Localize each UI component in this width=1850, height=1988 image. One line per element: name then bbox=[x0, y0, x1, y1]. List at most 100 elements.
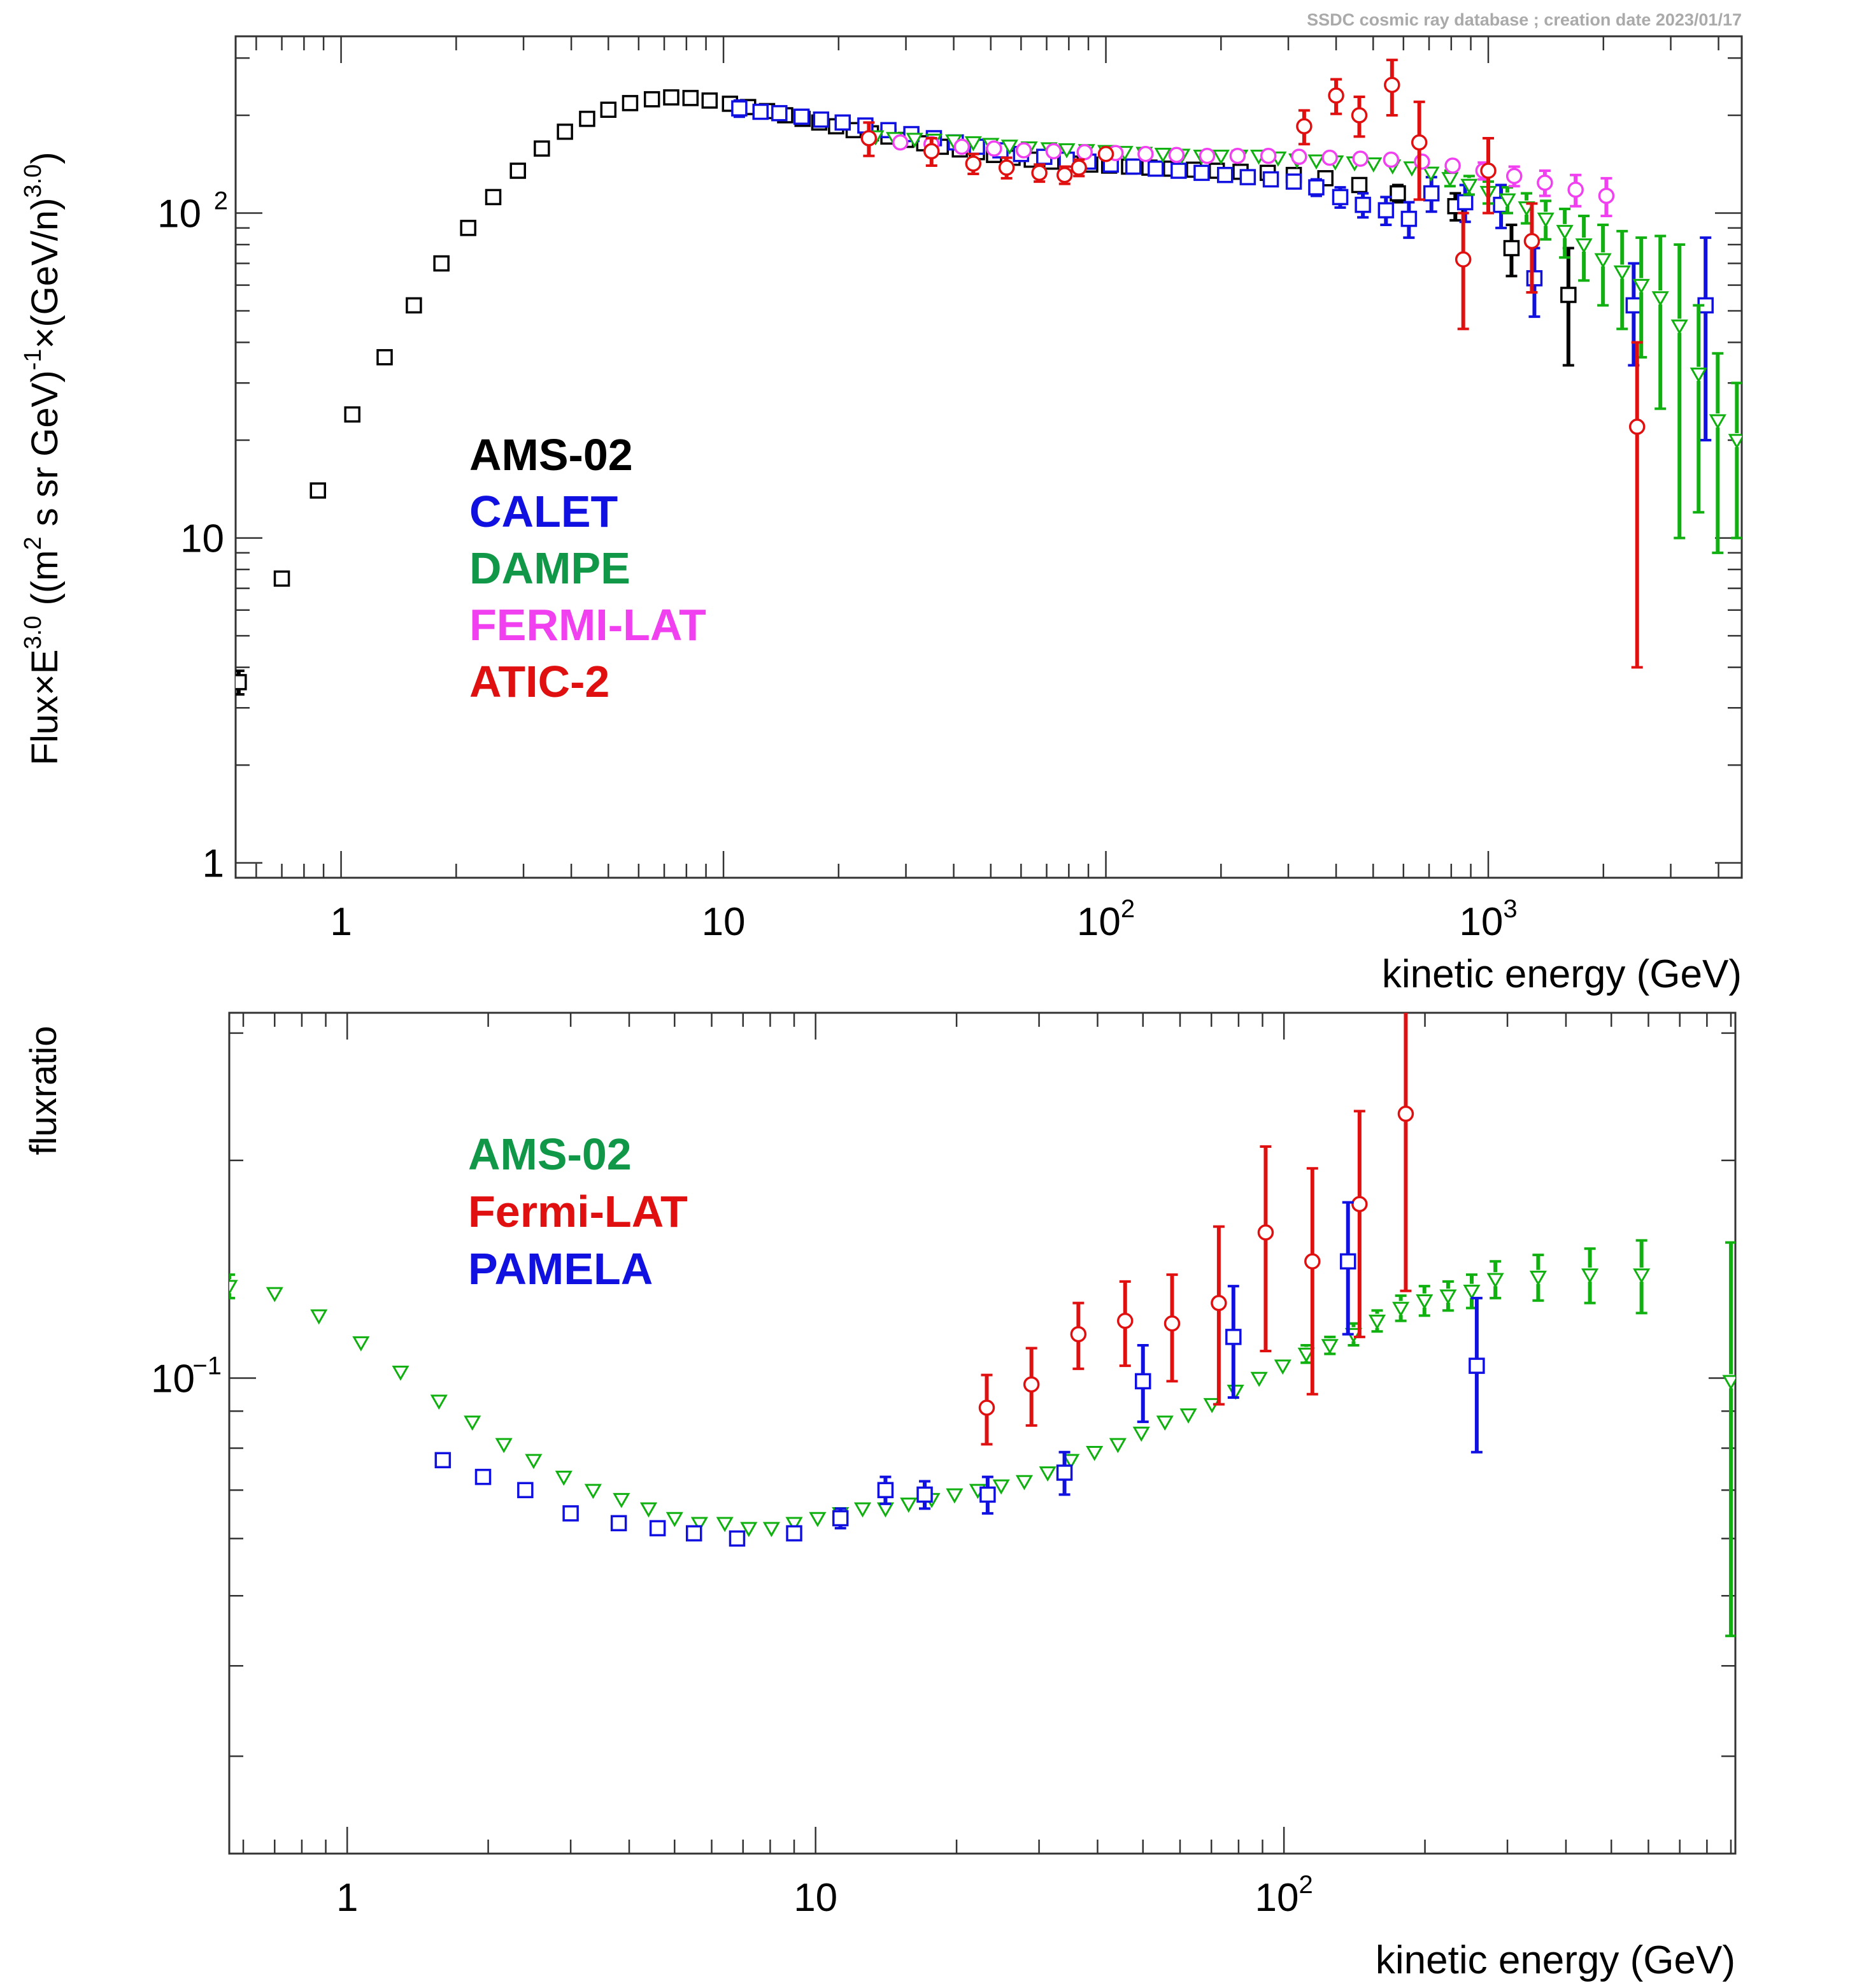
series-pamela bbox=[434, 1201, 1485, 1547]
data-point bbox=[474, 1468, 492, 1485]
data-point bbox=[1444, 157, 1461, 174]
data-point bbox=[740, 1522, 758, 1538]
data-point bbox=[1400, 210, 1418, 227]
x-tick-label: 1 bbox=[330, 900, 352, 944]
legend-entry: FERMI-LAT bbox=[469, 600, 706, 650]
data-point bbox=[1097, 146, 1114, 162]
data-point bbox=[229, 1280, 238, 1296]
data-point bbox=[860, 130, 878, 147]
x-tick-label-exp: 2 bbox=[1121, 895, 1135, 923]
x-tick-label-base: 1 bbox=[330, 900, 352, 944]
data-point bbox=[464, 1415, 481, 1431]
data-point bbox=[809, 1512, 827, 1527]
data-point bbox=[771, 104, 788, 122]
data-point bbox=[1390, 185, 1406, 202]
data-point bbox=[1651, 291, 1669, 306]
data-point bbox=[649, 1520, 666, 1536]
data-point bbox=[1613, 265, 1631, 281]
data-point bbox=[1039, 1466, 1057, 1482]
y-label-part: ×(GeV/n) bbox=[24, 198, 66, 349]
data-point bbox=[1225, 1329, 1242, 1345]
data-point bbox=[1193, 164, 1210, 182]
legend-entry: AMS-02 bbox=[469, 430, 633, 480]
x-tick-label: 103 bbox=[1459, 895, 1517, 944]
data-point bbox=[555, 1470, 573, 1486]
data-point bbox=[1505, 168, 1523, 185]
data-point bbox=[1070, 1326, 1087, 1343]
data-point bbox=[534, 140, 550, 157]
data-point bbox=[1227, 1384, 1244, 1400]
data-point bbox=[1397, 1105, 1414, 1122]
data-point bbox=[613, 1492, 630, 1508]
x-tick-label-exp: 3 bbox=[1503, 895, 1517, 923]
data-point bbox=[1709, 414, 1726, 430]
data-point bbox=[1368, 1314, 1386, 1330]
y-axis-label: fluxratio bbox=[23, 1026, 64, 1155]
data-point bbox=[1455, 251, 1472, 268]
data-point bbox=[1463, 1284, 1481, 1300]
data-point bbox=[1168, 147, 1185, 163]
data-point bbox=[1526, 270, 1543, 287]
series-calet bbox=[731, 99, 1714, 442]
data-point bbox=[1581, 1268, 1599, 1284]
y-tick-label-base: 10 bbox=[151, 1357, 195, 1401]
data-point bbox=[1307, 154, 1325, 170]
data-point bbox=[1132, 1426, 1150, 1442]
data-point bbox=[1556, 225, 1574, 240]
data-point bbox=[1023, 1376, 1040, 1393]
data-point bbox=[1537, 212, 1555, 228]
data-point bbox=[953, 138, 971, 155]
data-point bbox=[853, 1502, 872, 1518]
data-point bbox=[1423, 185, 1440, 202]
plot-frame bbox=[234, 35, 1743, 879]
data-area bbox=[229, 1013, 1735, 1638]
data-point bbox=[344, 406, 360, 423]
data-point bbox=[1056, 166, 1073, 183]
data-point bbox=[430, 1394, 448, 1410]
data-point bbox=[832, 1510, 849, 1527]
data-point bbox=[979, 1486, 996, 1503]
x-tick-label: 10 bbox=[793, 1876, 837, 1920]
data-point bbox=[729, 1530, 746, 1547]
data-point bbox=[1633, 1268, 1651, 1284]
data-point bbox=[1575, 238, 1593, 254]
data-point bbox=[1274, 1359, 1291, 1375]
data-point bbox=[1414, 153, 1430, 170]
data-point bbox=[1170, 162, 1187, 179]
data-point bbox=[525, 1454, 543, 1470]
x-tick-label: 102 bbox=[1077, 895, 1135, 944]
y-tick-label: 10 bbox=[157, 192, 201, 236]
data-point bbox=[1250, 1371, 1268, 1387]
data-point bbox=[1351, 176, 1368, 194]
y-label-part: ((m bbox=[24, 550, 66, 616]
data-point bbox=[1109, 1438, 1127, 1454]
legend: AMS-02 Fermi-LAT PAMELA bbox=[468, 1129, 688, 1294]
data-point bbox=[1523, 232, 1540, 250]
data-point bbox=[406, 297, 422, 314]
y-tick-label-exp: −1 bbox=[192, 1352, 222, 1380]
y-axis-ticks bbox=[229, 1032, 1735, 1757]
y-axis-label: Flux×E3.0 ((m2 s sr GeV)-1×(GeV/n)3.0) bbox=[20, 152, 66, 765]
data-point bbox=[1058, 143, 1076, 159]
data-point bbox=[1179, 1408, 1197, 1424]
data-point bbox=[1199, 147, 1216, 164]
y-label-sup: -1 bbox=[20, 349, 46, 371]
data-point bbox=[1670, 319, 1688, 335]
series-atic-2 bbox=[860, 59, 1646, 669]
data-point bbox=[978, 1399, 995, 1416]
y-tick-label-base: 10 bbox=[180, 517, 224, 561]
data-point bbox=[273, 570, 290, 587]
data-point bbox=[762, 1522, 780, 1538]
data-point bbox=[509, 162, 526, 179]
x-axis-ticks bbox=[242, 1013, 1732, 1854]
data-point bbox=[1567, 182, 1584, 198]
legend-entry: PAMELA bbox=[468, 1244, 653, 1294]
data-point bbox=[1086, 1445, 1104, 1461]
data-point bbox=[946, 1488, 964, 1504]
data-point bbox=[1339, 1253, 1356, 1270]
data-point bbox=[1216, 166, 1234, 183]
data-point bbox=[1416, 1294, 1434, 1310]
y-label-part: ) bbox=[24, 152, 66, 164]
x-tick-label-base: 10 bbox=[1255, 1876, 1299, 1920]
